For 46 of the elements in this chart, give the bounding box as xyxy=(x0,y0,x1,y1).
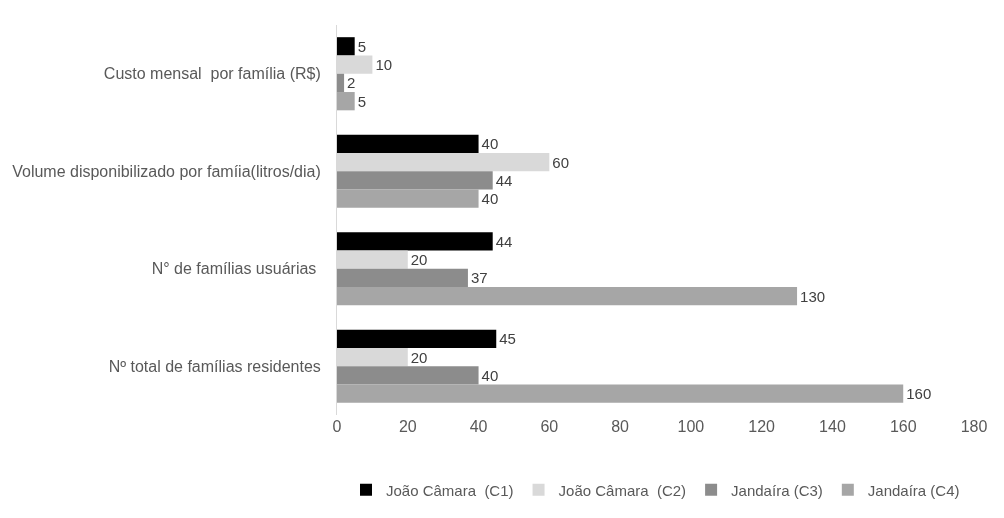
data-label: 44 xyxy=(495,232,513,250)
legend-label: João Câmara (C2) xyxy=(558,481,687,499)
bar xyxy=(337,329,497,348)
data-label: 45 xyxy=(499,330,516,348)
x-tick-label: 80 xyxy=(611,418,630,435)
x-tick-label: 100 xyxy=(677,418,705,435)
x-tick-label: 40 xyxy=(469,418,488,435)
y-tick-label: Custo mensal por família (R$) xyxy=(103,65,321,83)
data-label: 40 xyxy=(481,135,499,153)
bar xyxy=(337,232,493,251)
x-tick-label: 60 xyxy=(540,418,559,435)
legend-label: João Câmara (C1) xyxy=(386,481,514,499)
data-label: 40 xyxy=(481,366,499,384)
x-tick-label: 140 xyxy=(819,418,846,435)
data-label: 130 xyxy=(800,287,826,305)
bar xyxy=(337,92,355,111)
data-label: 10 xyxy=(375,56,393,74)
bar xyxy=(337,366,479,385)
data-label: 5 xyxy=(357,92,367,110)
data-label: 160 xyxy=(906,385,932,403)
bar xyxy=(337,171,493,190)
data-label: 40 xyxy=(481,190,499,208)
data-label: 5 xyxy=(357,37,367,55)
y-tick-label: N° de famílias usuárias xyxy=(151,260,321,278)
data-label: 44 xyxy=(495,171,513,189)
y-tick-label: Volume disponibilizado por famíia(litros/dia) xyxy=(12,162,321,180)
bar xyxy=(337,287,798,306)
data-label: 2 xyxy=(347,74,356,92)
bar xyxy=(337,384,904,403)
x-tick-label: 160 xyxy=(889,418,917,435)
bar xyxy=(337,73,345,93)
y-tick-label: Nº total de famílias residentes xyxy=(108,357,321,375)
x-tick-label: 120 xyxy=(748,418,776,435)
bar xyxy=(337,268,468,288)
data-label: 20 xyxy=(410,348,428,366)
legend-label: Jandaíra (C3) xyxy=(731,481,823,499)
data-label: 60 xyxy=(552,153,570,171)
data-label: 37 xyxy=(470,269,488,287)
legend-label: Jandaíra (C4) xyxy=(867,481,960,499)
x-tick-label: 180 xyxy=(960,418,988,435)
bar xyxy=(337,37,355,56)
x-tick-label: 0 xyxy=(332,418,342,435)
bar xyxy=(337,189,479,208)
data-label: 20 xyxy=(410,251,428,269)
x-tick-label: 20 xyxy=(398,418,417,435)
bar xyxy=(337,134,479,153)
